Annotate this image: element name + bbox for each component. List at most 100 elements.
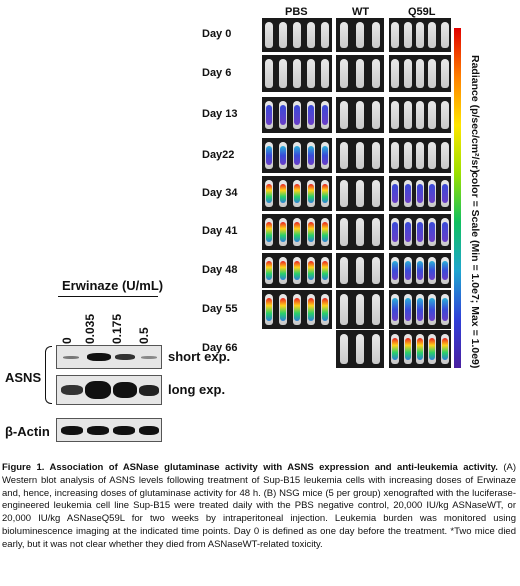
mouse-pbs-6-4 [321,257,329,284]
image-wt-row-7 [336,290,384,329]
mouse-q59l-2-3 [428,101,437,129]
mouse-pbs-3-0 [265,142,273,169]
mouse-pbs-0-0 [265,22,273,48]
mouse-q59l-4-0 [391,180,400,207]
band-long-lane4 [139,385,159,396]
image-q59l-row-1 [389,55,451,92]
signal-pbs-4-1 [280,184,286,203]
band-short-lane2 [87,353,111,361]
image-wt-row-3 [336,138,384,173]
image-q59l-row-8 [389,330,451,368]
mouse-wt-2-2 [372,101,380,129]
mouse-q59l-1-4 [440,59,449,88]
mouse-q59l-6-4 [440,257,449,284]
mouse-q59l-8-3 [428,334,437,364]
image-q59l-row-6 [389,253,451,288]
mouse-pbs-4-3 [307,180,315,207]
mouse-pbs-7-3 [307,294,315,325]
image-q59l-row-3 [389,138,451,173]
mouse-pbs-7-0 [265,294,273,325]
mouse-pbs-0-3 [307,22,315,48]
mouse-q59l-6-2 [416,257,424,284]
mouse-pbs-2-3 [307,101,315,129]
signal-q59l-5-0 [392,222,399,242]
mouse-q59l-1-2 [416,59,424,88]
mouse-q59l-6-1 [403,257,412,284]
signal-pbs-4-0 [266,184,272,203]
mouse-q59l-8-4 [440,334,449,364]
mouse-pbs-6-1 [279,257,287,284]
signal-pbs-2-2 [294,105,300,125]
mouse-wt-4-0 [340,180,348,207]
blot-short-exposure [56,345,162,369]
mouse-pbs-3-3 [307,142,315,169]
mouse-wt-1-1 [356,59,364,88]
mouse-q59l-2-0 [391,101,400,129]
signal-q59l-8-1 [404,338,411,360]
mouse-pbs-5-2 [293,218,301,246]
mouse-pbs-6-0 [265,257,273,284]
signal-pbs-3-0 [266,146,272,165]
mouse-wt-6-1 [356,257,364,284]
image-pbs-row-7 [262,290,332,329]
mouse-q59l-0-1 [403,22,412,48]
mouse-q59l-7-3 [428,294,437,325]
mouse-q59l-5-4 [440,218,449,246]
mouse-q59l-1-0 [391,59,400,88]
mouse-q59l-8-2 [416,334,424,364]
actin-label: β-Actin [5,424,50,439]
mouse-pbs-2-2 [293,101,301,129]
mouse-q59l-2-2 [416,101,424,129]
mouse-pbs-2-4 [321,101,329,129]
signal-q59l-4-4 [441,184,448,203]
day-label-7: Day 55 [202,302,238,315]
treatment-bracket-line [58,296,158,297]
signal-q59l-8-4 [441,338,448,360]
mouse-wt-7-1 [356,294,364,325]
signal-pbs-4-4 [322,184,328,203]
signal-q59l-5-3 [429,222,436,242]
signal-q59l-7-1 [404,298,411,321]
colorbar-unit-label: Radiance (p/sec/cm²/sr) [469,55,481,173]
mouse-pbs-7-1 [279,294,287,325]
signal-q59l-5-2 [417,222,423,242]
mouse-pbs-4-1 [279,180,287,207]
mouse-wt-8-2 [372,334,380,364]
mouse-pbs-3-2 [293,142,301,169]
mouse-wt-6-0 [340,257,348,284]
mouse-q59l-5-0 [391,218,400,246]
mouse-q59l-1-1 [403,59,412,88]
mouse-q59l-7-4 [440,294,449,325]
signal-q59l-8-2 [417,338,423,360]
day-label-2: Day 13 [202,108,238,120]
image-pbs-row-1 [262,55,332,92]
image-pbs-row-2 [262,97,332,133]
mouse-q59l-5-2 [416,218,424,246]
mouse-pbs-5-0 [265,218,273,246]
signal-q59l-8-0 [392,338,399,360]
mouse-pbs-4-2 [293,180,301,207]
signal-pbs-7-1 [280,298,286,321]
asns-label: ASNS [5,370,42,385]
mouse-q59l-0-3 [428,22,437,48]
signal-pbs-5-1 [280,222,286,242]
group-label-pbs: PBS [285,6,308,18]
signal-pbs-2-0 [266,105,272,125]
day-label-0: Day 0 [202,28,232,40]
mouse-wt-8-1 [356,334,364,364]
mouse-pbs-5-3 [307,218,315,246]
signal-q59l-4-3 [429,184,436,203]
signal-pbs-5-3 [308,222,314,242]
signal-pbs-5-0 [266,222,272,242]
signal-pbs-5-2 [294,222,300,242]
signal-q59l-7-4 [441,298,448,321]
lane-label-3: 0.5 [137,327,151,344]
signal-pbs-2-4 [322,105,328,125]
image-wt-row-5 [336,214,384,250]
caption-text: (A) Western blot analysis of ASNS levels… [2,462,517,550]
mouse-pbs-7-4 [321,294,329,325]
image-wt-row-6 [336,253,384,288]
mouse-pbs-6-3 [307,257,315,284]
mouse-wt-2-1 [356,101,364,129]
image-pbs-row-0 [262,18,332,52]
